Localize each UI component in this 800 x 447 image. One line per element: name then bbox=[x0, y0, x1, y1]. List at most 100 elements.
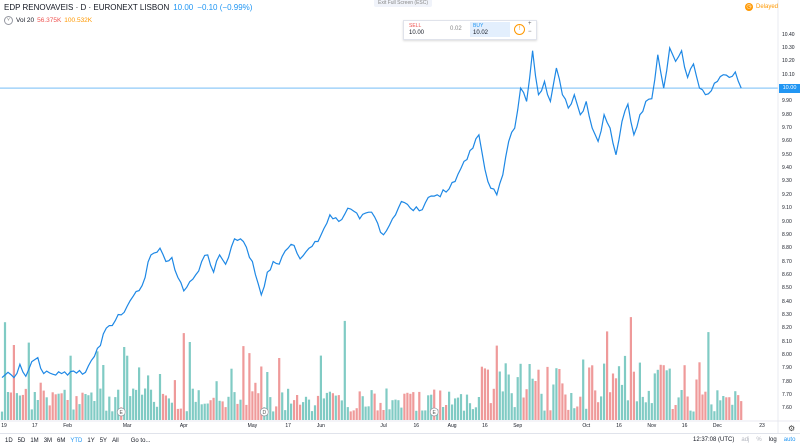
volume-bar bbox=[284, 410, 287, 420]
range-button[interactable]: 6M bbox=[57, 437, 66, 444]
goto-button[interactable]: Go to... bbox=[130, 437, 151, 444]
volume-bar bbox=[233, 392, 236, 420]
volume-bar bbox=[209, 400, 212, 420]
sell-button[interactable]: SELL 10.00 bbox=[406, 22, 446, 37]
plus-icon[interactable]: + bbox=[528, 21, 532, 27]
symbol-name[interactable]: EDP RENOVAVEIS · D · EURONEXT LISBON bbox=[4, 3, 170, 12]
volume-bar bbox=[474, 407, 477, 420]
volume-bar bbox=[111, 411, 114, 420]
volume-bar bbox=[656, 369, 659, 420]
volume-bar bbox=[638, 362, 641, 420]
clock-readout[interactable]: 12:37:08 (UTC) bbox=[693, 437, 735, 443]
volume-bar bbox=[108, 396, 111, 420]
range-button[interactable]: 1M bbox=[30, 437, 39, 444]
volume-bar bbox=[647, 390, 650, 420]
range-button[interactable]: All bbox=[112, 437, 119, 444]
volume-bar bbox=[653, 373, 656, 420]
volume-bar bbox=[737, 395, 740, 420]
volume-bar bbox=[486, 369, 489, 420]
volume-bar bbox=[543, 410, 546, 420]
percent-toggle[interactable]: % bbox=[756, 437, 762, 443]
volume-bar bbox=[412, 392, 415, 420]
volume-bar bbox=[251, 391, 254, 420]
volume-bar bbox=[293, 400, 296, 420]
minus-icon[interactable]: − bbox=[528, 29, 532, 35]
volume-bar bbox=[576, 406, 579, 420]
price-tick-label: 10.40 bbox=[782, 31, 795, 38]
volume-bar bbox=[331, 393, 334, 420]
volume-bar bbox=[51, 392, 54, 420]
price-tick-label: 7.80 bbox=[782, 378, 792, 385]
volume-bar bbox=[170, 402, 173, 420]
volume-bar bbox=[218, 400, 221, 420]
volume-bar bbox=[24, 388, 27, 420]
volume-bar bbox=[176, 408, 179, 420]
price-tick-label: 8.10 bbox=[782, 338, 792, 345]
volume-bar bbox=[471, 409, 474, 420]
volume-bar bbox=[54, 394, 57, 420]
volume-bar bbox=[60, 393, 63, 420]
volume-bar bbox=[367, 406, 370, 420]
volume-legend[interactable]: ˅ Vol 20 56.375K 100.532K bbox=[4, 16, 92, 25]
price-tick-label: 8.00 bbox=[782, 351, 792, 358]
volume-bar bbox=[445, 405, 448, 420]
volume-bar bbox=[188, 342, 191, 420]
volume-bar bbox=[537, 369, 540, 420]
event-marker[interactable] bbox=[259, 407, 269, 417]
volume-bar bbox=[304, 396, 308, 420]
volume-bar bbox=[352, 410, 355, 420]
volume-bar bbox=[635, 401, 638, 420]
volume-bar bbox=[0, 411, 4, 420]
volume-bar bbox=[337, 395, 340, 420]
info-icon[interactable]: ! bbox=[514, 24, 525, 35]
volume-bar bbox=[15, 393, 18, 420]
time-tick-label: Sep bbox=[513, 423, 523, 429]
range-button[interactable]: 1Y bbox=[87, 437, 95, 444]
range-button[interactable]: 1D bbox=[5, 437, 13, 444]
volume-bar bbox=[179, 408, 182, 420]
symbol-legend[interactable]: EDP RENOVAVEIS · D · EURONEXT LISBON 10.… bbox=[4, 3, 252, 12]
time-tick-label: 16 bbox=[482, 423, 488, 429]
volume-bar bbox=[27, 342, 30, 420]
price-tick-label: 9.80 bbox=[782, 111, 792, 118]
volume-bar bbox=[582, 359, 585, 420]
adj-toggle[interactable]: adj bbox=[741, 437, 750, 443]
volume-bar bbox=[507, 374, 510, 420]
volume-bar bbox=[242, 346, 245, 420]
volume-bar bbox=[531, 378, 534, 420]
volume-bar bbox=[39, 382, 42, 420]
price-tick-label: 9.30 bbox=[782, 178, 792, 185]
last-price: 10.00 bbox=[173, 3, 194, 12]
volume-bar bbox=[191, 388, 194, 420]
volume-bar bbox=[319, 355, 322, 420]
event-marker[interactable] bbox=[116, 407, 126, 417]
trading-panel: SELL 10.00 0.02 BUY 10.02 ! + − bbox=[403, 20, 537, 40]
volume-bar bbox=[671, 409, 674, 420]
volume-bar bbox=[358, 391, 361, 420]
volume-bar bbox=[114, 397, 117, 420]
volume-bar bbox=[287, 388, 290, 420]
volume-bar bbox=[99, 388, 102, 420]
range-button[interactable]: 3M bbox=[43, 437, 53, 444]
volume-bar bbox=[465, 394, 469, 420]
range-button[interactable]: YTD bbox=[70, 437, 83, 444]
volume-bar bbox=[78, 404, 81, 420]
buy-button[interactable]: BUY 10.02 bbox=[470, 22, 510, 37]
collapse-icon[interactable]: ˅ bbox=[4, 16, 13, 25]
volume-bar bbox=[203, 403, 206, 420]
range-button[interactable]: 5Y bbox=[99, 437, 108, 444]
price-change: −0.10 (−0.99%) bbox=[197, 3, 253, 12]
event-marker[interactable] bbox=[429, 407, 439, 417]
volume-bar bbox=[522, 397, 525, 420]
exit-fullscreen-button[interactable]: Exit Full Screen (ESC) bbox=[374, 0, 433, 7]
log-toggle[interactable]: log bbox=[768, 437, 777, 443]
gear-icon[interactable]: ⚙ bbox=[788, 424, 796, 433]
range-button[interactable]: 5D bbox=[17, 437, 26, 444]
auto-toggle[interactable]: auto bbox=[783, 437, 796, 443]
delayed-badge[interactable]: ◷ Delayed bbox=[745, 3, 778, 11]
volume-bar bbox=[600, 396, 603, 420]
volume-bar bbox=[406, 392, 409, 420]
price-tick-label: 8.70 bbox=[782, 258, 792, 265]
